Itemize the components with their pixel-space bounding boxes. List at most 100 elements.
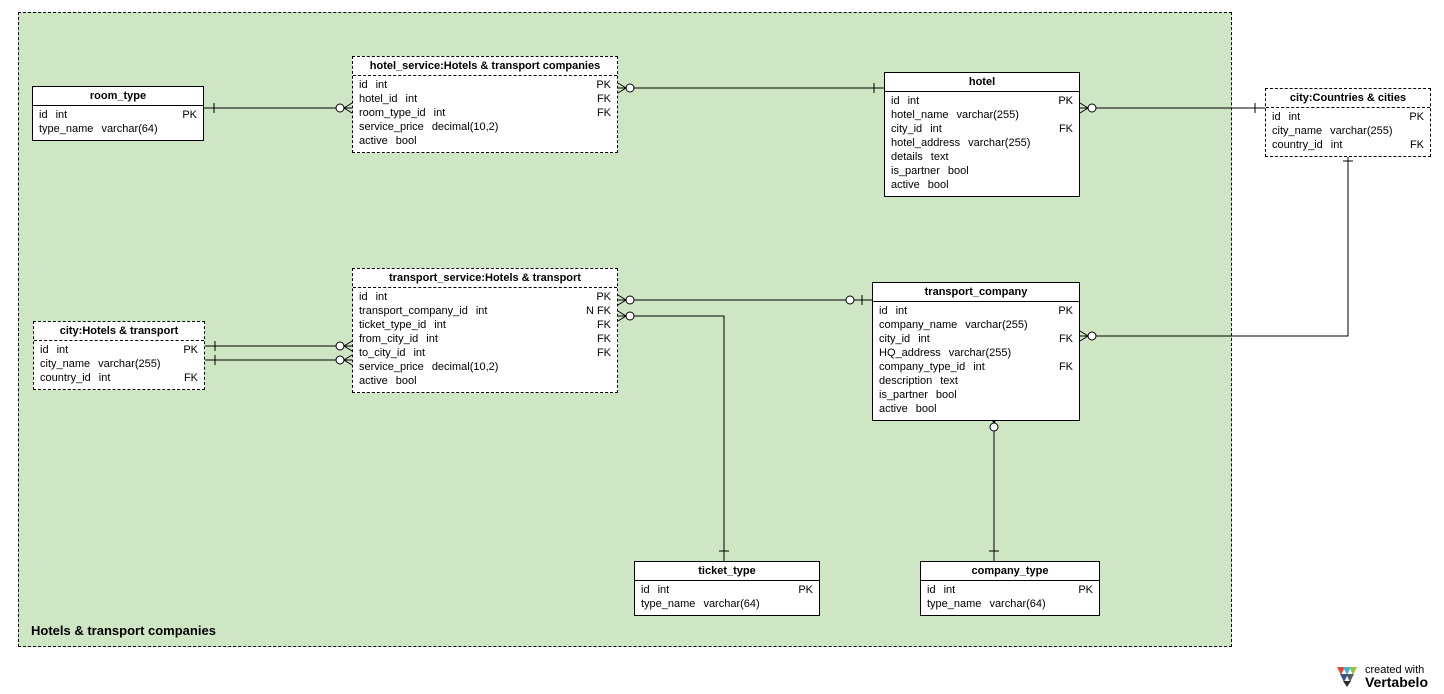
column-key: FK bbox=[589, 92, 611, 106]
column-name: description bbox=[879, 374, 932, 388]
column-name: ticket_type_id bbox=[359, 318, 426, 332]
column-name: active bbox=[359, 134, 388, 148]
column-key: PK bbox=[790, 583, 813, 597]
column-row: from_city_idintFK bbox=[359, 332, 611, 346]
column-type: int bbox=[91, 371, 176, 385]
column-row: detailstext bbox=[891, 150, 1073, 164]
entity-transport_service: transport_service:Hotels & transportidin… bbox=[352, 268, 618, 393]
column-key: PK bbox=[1050, 94, 1073, 108]
vertabelo-watermark: created with Vertabelo bbox=[1333, 664, 1428, 688]
column-key bbox=[603, 134, 611, 148]
column-name: id bbox=[1272, 110, 1281, 124]
entity-title: city:Hotels & transport bbox=[34, 322, 204, 341]
column-key bbox=[1065, 346, 1073, 360]
column-row: transport_company_idintN FK bbox=[359, 304, 611, 318]
column-name: room_type_id bbox=[359, 106, 426, 120]
column-name: hotel_address bbox=[891, 136, 960, 150]
column-key: PK bbox=[1070, 583, 1093, 597]
column-key: FK bbox=[1402, 138, 1424, 152]
entity-body: idintPKtype_namevarchar(64) bbox=[635, 581, 819, 615]
column-type: varchar(255) bbox=[957, 318, 1065, 332]
column-row: descriptiontext bbox=[879, 374, 1073, 388]
column-name: id bbox=[891, 94, 900, 108]
column-type: varchar(255) bbox=[960, 136, 1065, 150]
column-key: PK bbox=[175, 343, 198, 357]
column-name: type_name bbox=[927, 597, 981, 611]
watermark-brand: Vertabelo bbox=[1365, 676, 1428, 688]
column-row: type_namevarchar(64) bbox=[641, 597, 813, 611]
column-key bbox=[1065, 178, 1073, 192]
column-row: hotel_idintFK bbox=[359, 92, 611, 106]
entity-title: room_type bbox=[33, 87, 203, 106]
column-row: company_namevarchar(255) bbox=[879, 318, 1073, 332]
column-type: int bbox=[418, 332, 589, 346]
entity-body: idintPKtransport_company_idintN FKticket… bbox=[353, 288, 617, 392]
column-row: idintPK bbox=[891, 94, 1073, 108]
column-type: varchar(64) bbox=[981, 597, 1085, 611]
column-name: country_id bbox=[40, 371, 91, 385]
column-type: varchar(255) bbox=[90, 357, 190, 371]
column-name: id bbox=[39, 108, 48, 122]
entity-body: idintPKcity_namevarchar(255)country_idin… bbox=[1266, 108, 1430, 156]
column-name: active bbox=[891, 178, 920, 192]
entity-ticket_type: ticket_typeidintPKtype_namevarchar(64) bbox=[634, 561, 820, 616]
column-key bbox=[1085, 597, 1093, 611]
column-name: is_partner bbox=[879, 388, 928, 402]
entity-company_type: company_typeidintPK type_namevarchar(64) bbox=[920, 561, 1100, 616]
entity-room_type: room_typeidintPKtype_namevarchar(64) bbox=[32, 86, 204, 141]
column-type: int bbox=[405, 346, 588, 360]
column-row: activebool bbox=[359, 374, 611, 388]
column-key: FK bbox=[589, 346, 611, 360]
column-name: country_id bbox=[1272, 138, 1323, 152]
column-name: type_name bbox=[641, 597, 695, 611]
entity-title: city:Countries & cities bbox=[1266, 89, 1430, 108]
column-key: PK bbox=[588, 78, 611, 92]
entity-title: transport_service:Hotels & transport bbox=[353, 269, 617, 288]
entity-title: transport_company bbox=[873, 283, 1079, 302]
column-row: idintPK bbox=[40, 343, 198, 357]
column-name: id bbox=[927, 583, 936, 597]
column-name: hotel_id bbox=[359, 92, 398, 106]
column-type: int bbox=[650, 583, 791, 597]
column-key bbox=[603, 374, 611, 388]
column-type: varchar(255) bbox=[1322, 124, 1416, 138]
column-name: HQ_address bbox=[879, 346, 941, 360]
column-name: id bbox=[359, 290, 368, 304]
entity-city_ht: city:Hotels & transport idintPKcity_namev… bbox=[33, 321, 205, 390]
column-type: int bbox=[936, 583, 1071, 597]
column-key: PK bbox=[174, 108, 197, 122]
column-key: PK bbox=[1050, 304, 1073, 318]
column-type: int bbox=[398, 92, 589, 106]
column-row: service_pricedecimal(10,2) bbox=[359, 360, 611, 374]
entity-city_cc: city:Countries & citiesidintPKcity_namev… bbox=[1265, 88, 1431, 157]
column-name: city_id bbox=[879, 332, 910, 346]
column-type: varchar(255) bbox=[949, 108, 1066, 122]
column-key bbox=[1065, 318, 1073, 332]
column-row: type_namevarchar(64) bbox=[39, 122, 197, 136]
column-key: FK bbox=[589, 318, 611, 332]
column-type: int bbox=[426, 318, 589, 332]
column-row: ticket_type_idintFK bbox=[359, 318, 611, 332]
column-row: company_type_idintFK bbox=[879, 360, 1073, 374]
column-key: FK bbox=[589, 332, 611, 346]
column-type: int bbox=[965, 360, 1051, 374]
column-name: id bbox=[359, 78, 368, 92]
entity-hotel_service: hotel_service:Hotels & transport compani… bbox=[352, 56, 618, 153]
column-name: type_name bbox=[39, 122, 93, 136]
column-row: activebool bbox=[879, 402, 1073, 416]
column-type: int bbox=[48, 108, 175, 122]
entity-title: ticket_type bbox=[635, 562, 819, 581]
column-key bbox=[1065, 108, 1073, 122]
entity-body: idintPKhotel_idintFKroom_type_idintFKser… bbox=[353, 76, 617, 152]
column-row: idintPK bbox=[359, 78, 611, 92]
column-row: country_idintFK bbox=[1272, 138, 1424, 152]
column-name: to_city_id bbox=[359, 346, 405, 360]
column-row: activebool bbox=[359, 134, 611, 148]
column-name: city_name bbox=[40, 357, 90, 371]
column-key bbox=[1065, 164, 1073, 178]
column-row: idintPK bbox=[359, 290, 611, 304]
column-row: hotel_namevarchar(255) bbox=[891, 108, 1073, 122]
column-name: from_city_id bbox=[359, 332, 418, 346]
entity-title: company_type bbox=[921, 562, 1099, 581]
column-type: int bbox=[426, 106, 589, 120]
